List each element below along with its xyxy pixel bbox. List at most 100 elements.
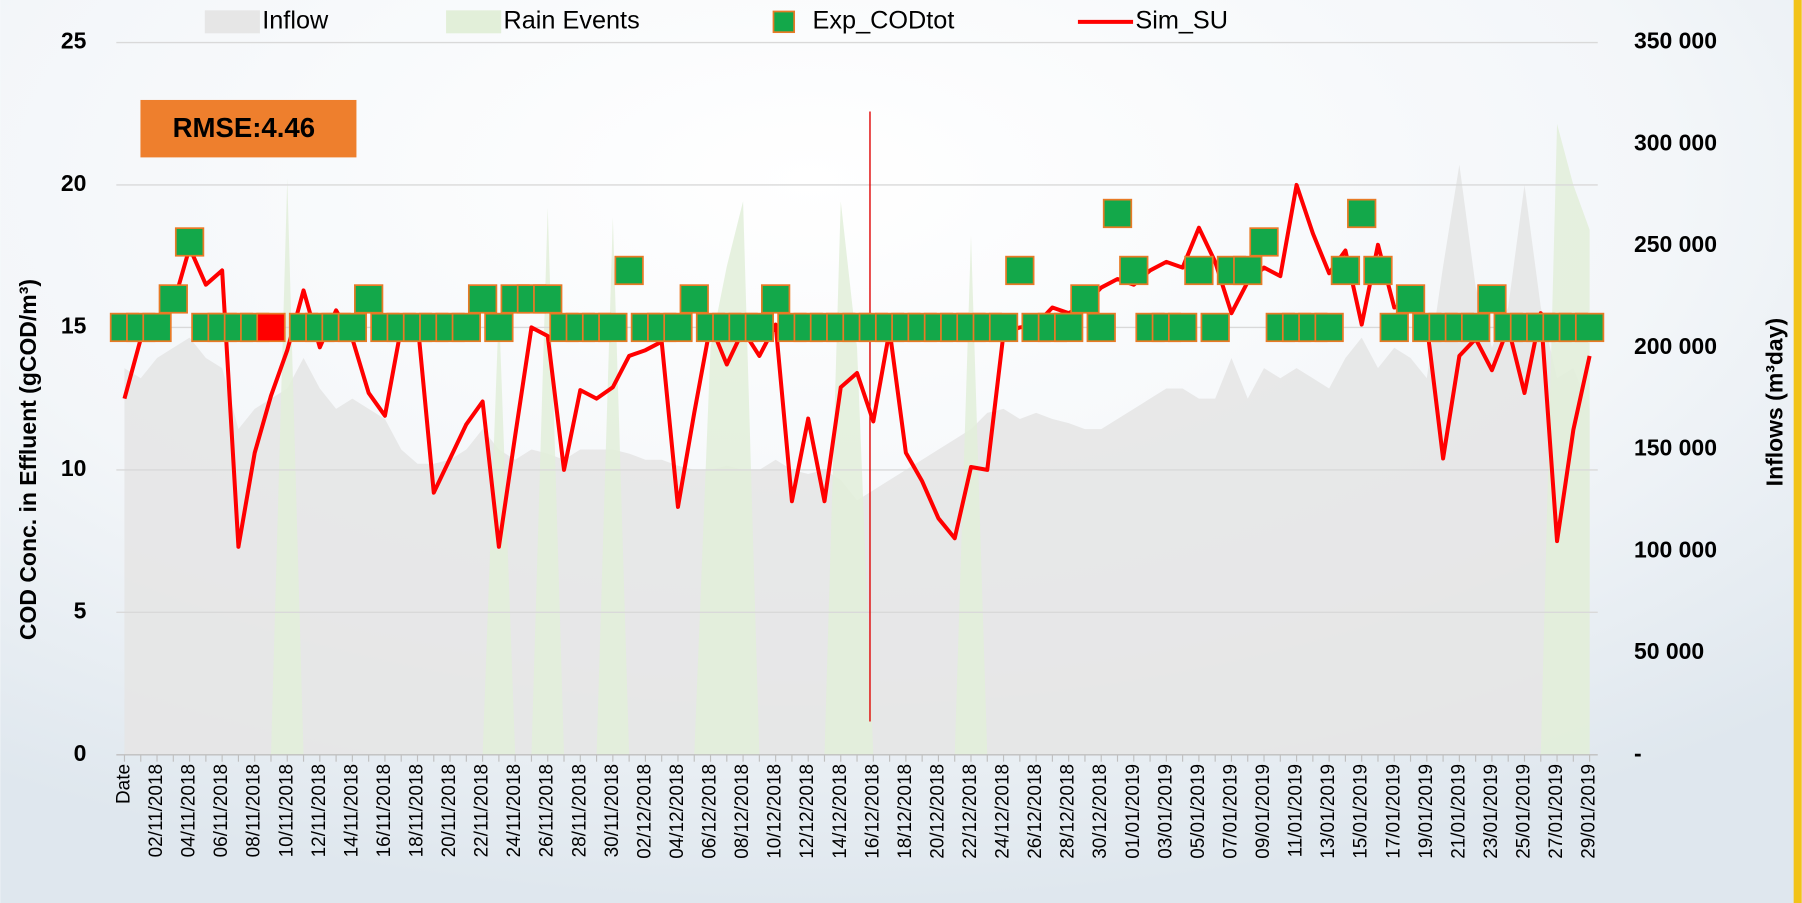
data-point bbox=[142, 312, 172, 343]
data-point bbox=[1379, 312, 1409, 343]
x-tick-label: 17/01/2019 bbox=[1383, 764, 1404, 859]
data-point bbox=[1347, 198, 1377, 229]
points bbox=[109, 198, 1605, 343]
x-tick-label: 02/12/2018 bbox=[634, 764, 655, 859]
x-tick-label: 15/01/2019 bbox=[1351, 764, 1372, 859]
x-tick-label: 11/01/2019 bbox=[1286, 764, 1307, 857]
data-point bbox=[1086, 312, 1116, 343]
y2-tick-label: 300 000 bbox=[1634, 129, 1717, 155]
data-point bbox=[1461, 312, 1491, 343]
x-tick-label: 01/01/2019 bbox=[1123, 764, 1144, 859]
x-tick-label: 07/01/2019 bbox=[1220, 764, 1241, 859]
y2-tick-label: - bbox=[1634, 740, 1642, 766]
x-tick-label: 22/11/2018 bbox=[472, 764, 493, 857]
x-tick-label: 23/01/2019 bbox=[1481, 764, 1502, 859]
x-tick-label: 18/11/2018 bbox=[406, 764, 427, 857]
data-point bbox=[533, 284, 563, 314]
x-tick-label: 05/01/2019 bbox=[1188, 764, 1209, 859]
x-tick-label: 06/12/2018 bbox=[700, 764, 721, 859]
x-tick-label: 13/01/2019 bbox=[1318, 764, 1339, 859]
data-point bbox=[451, 312, 481, 343]
x-tick-label: 04/12/2018 bbox=[667, 764, 688, 859]
data-point bbox=[1184, 255, 1214, 286]
data-point bbox=[988, 312, 1019, 343]
data-point bbox=[256, 312, 286, 343]
data-point bbox=[663, 312, 693, 343]
data-point bbox=[1233, 255, 1263, 286]
data-point bbox=[1119, 255, 1149, 286]
grid bbox=[116, 41, 1598, 762]
x-tick-label: 14/11/2018 bbox=[341, 764, 362, 857]
lines bbox=[122, 182, 1592, 549]
data-point bbox=[1054, 312, 1084, 343]
data-point bbox=[158, 284, 188, 314]
x-tick-label: 02/11/2018 bbox=[146, 764, 167, 857]
x-tick-label: 22/12/2018 bbox=[960, 764, 981, 859]
x-tick-label: 30/11/2018 bbox=[602, 764, 623, 857]
data-point bbox=[598, 312, 628, 343]
y-axis-title: COD Conc. in Effluent (gCOD/m³) bbox=[15, 279, 41, 640]
x-tick-label: 29/01/2019 bbox=[1579, 764, 1600, 859]
labels: 0 5 10 15 20 25 - 50 000 100 000 150 000 200 000 25… bbox=[61, 7, 1717, 859]
data-point bbox=[467, 284, 498, 314]
data-point bbox=[1102, 198, 1133, 229]
x-tick-label: 12/12/2018 bbox=[797, 764, 818, 859]
y2-tick-label: 350 000 bbox=[1634, 28, 1717, 54]
x-tick-label: 12/11/2018 bbox=[309, 764, 330, 857]
data-point bbox=[744, 312, 775, 343]
x-tick-label: Date bbox=[113, 764, 134, 804]
x-tick-label: 20/12/2018 bbox=[927, 764, 948, 859]
x-tick-label: 21/01/2019 bbox=[1448, 764, 1469, 859]
legend-swatch bbox=[772, 10, 796, 34]
x-tick-label: 14/12/2018 bbox=[830, 764, 851, 859]
sim-line bbox=[122, 182, 1592, 549]
legend-label: Sim_SU bbox=[1135, 7, 1228, 35]
data-point bbox=[1167, 312, 1198, 343]
x-tick-label: 10/11/2018 bbox=[276, 764, 297, 857]
x-tick-label: 10/12/2018 bbox=[765, 764, 786, 859]
edge-stripe bbox=[1793, 0, 1802, 903]
x-tick-label: 16/11/2018 bbox=[374, 764, 395, 857]
legend-label: Exp_CODtot bbox=[813, 7, 955, 35]
y-tick-label: 10 bbox=[61, 455, 87, 481]
data-point bbox=[1005, 255, 1035, 286]
y2-tick-label: 250 000 bbox=[1634, 231, 1717, 257]
annotation: RMSE:4.46 bbox=[173, 112, 315, 143]
data-point bbox=[1395, 284, 1426, 314]
y-tick-label: 5 bbox=[74, 597, 87, 623]
x-tick-label: 06/11/2018 bbox=[211, 764, 232, 857]
x-tick-label: 08/11/2018 bbox=[244, 764, 265, 857]
data-point bbox=[337, 312, 368, 343]
data-point bbox=[1330, 255, 1361, 286]
y-tick-label: 0 bbox=[74, 740, 87, 766]
x-tick-label: 16/12/2018 bbox=[862, 764, 883, 859]
x-tick-label: 08/12/2018 bbox=[732, 764, 753, 859]
y2-tick-label: 150 000 bbox=[1634, 435, 1717, 461]
x-tick-label: 18/12/2018 bbox=[895, 764, 916, 859]
x-tick-label: 20/11/2018 bbox=[439, 764, 460, 857]
x-tick-label: 26/12/2018 bbox=[1025, 764, 1046, 859]
y2-axis-title: Inflows (m³day) bbox=[1761, 318, 1787, 486]
legend-label: Inflow bbox=[262, 7, 329, 35]
x-tick-label: 09/01/2019 bbox=[1253, 764, 1274, 859]
y2-tick-label: 50 000 bbox=[1634, 638, 1704, 664]
area bbox=[124, 123, 1590, 755]
data-point bbox=[1574, 312, 1605, 343]
data-point bbox=[1200, 312, 1230, 343]
data-point bbox=[614, 255, 644, 286]
x-tick-label: 19/01/2019 bbox=[1416, 764, 1437, 859]
areas bbox=[124, 123, 1590, 755]
data-point bbox=[484, 312, 514, 343]
y-tick-label: 20 bbox=[61, 170, 87, 196]
y-tick-label: 25 bbox=[61, 28, 87, 54]
data-point bbox=[679, 284, 709, 314]
x-tick-label: 28/11/2018 bbox=[569, 764, 590, 857]
legend-swatch bbox=[446, 10, 502, 34]
x-tick-label: 26/11/2018 bbox=[537, 764, 558, 857]
x-tick-label: 25/01/2019 bbox=[1513, 764, 1534, 859]
x-tick-label: 24/12/2018 bbox=[993, 764, 1014, 859]
x-tick-label: 27/01/2019 bbox=[1546, 764, 1567, 859]
annotation-box bbox=[140, 99, 357, 158]
